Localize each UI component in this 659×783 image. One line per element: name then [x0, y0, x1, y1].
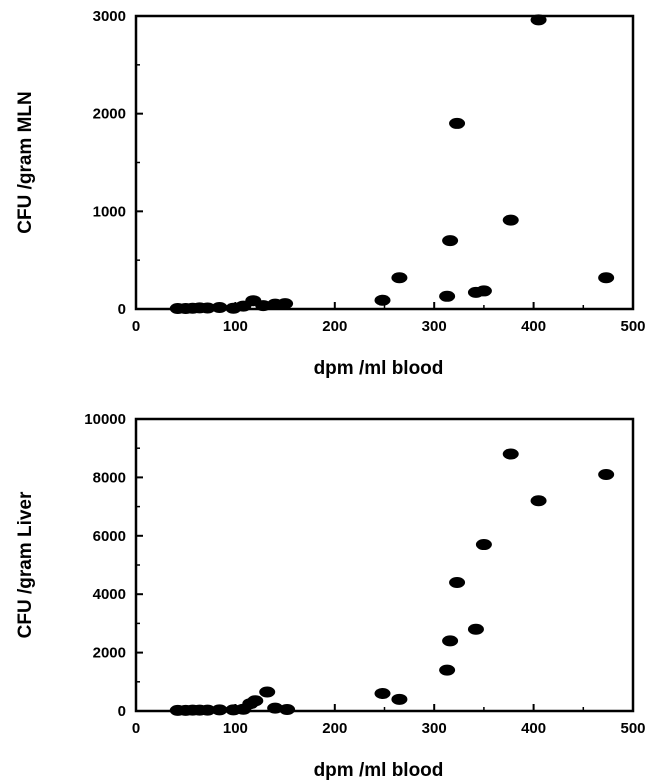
x-tick-label: 500	[620, 318, 645, 335]
x-tick-label: 100	[223, 318, 248, 335]
y-tick-label: 0	[118, 703, 126, 720]
data-point	[199, 704, 216, 716]
x-tick-label: 200	[322, 720, 347, 737]
mln-scatter-chart: 0 100 200 300 400 500 0 1000 2000 3000 dpm /ml blo…	[15, 8, 646, 379]
x-tick-label: 400	[521, 318, 546, 335]
data-point	[530, 14, 547, 26]
data-point	[374, 294, 391, 306]
y-axis-label: CFU /gram MLN	[15, 91, 36, 234]
data-point	[475, 285, 492, 297]
y-axis-label: CFU /gram Liver	[15, 491, 36, 638]
data-point	[199, 302, 216, 314]
liver-scatter-chart: 0 100 200 300 400 500 0 2000 4000 6000 8000 10000 dp…	[15, 411, 646, 781]
data-point	[247, 695, 264, 707]
y-tick-label: 0	[118, 301, 126, 318]
y-tick-label: 6000	[93, 528, 126, 545]
data-point	[259, 686, 276, 698]
data-point	[442, 635, 459, 647]
data-point	[598, 468, 615, 480]
plot-frame	[134, 417, 635, 713]
x-axis-label: dpm /ml blood	[314, 760, 444, 781]
data-point	[442, 235, 459, 247]
data-point	[211, 704, 228, 716]
data-point	[211, 302, 228, 314]
y-tick-label: 2000	[93, 645, 126, 662]
data-point	[255, 300, 272, 312]
y-tick-label: 2000	[93, 106, 126, 123]
data-point	[439, 290, 456, 302]
data-point	[391, 272, 408, 284]
x-tick-label: 0	[132, 720, 140, 737]
x-tick-label: 300	[422, 318, 447, 335]
data-point	[467, 623, 484, 635]
data-point	[391, 693, 408, 705]
data-point	[449, 577, 466, 589]
y-tick-label: 1000	[93, 203, 126, 220]
data-point	[279, 704, 296, 716]
x-tick-label: 0	[132, 318, 140, 335]
y-tick-label: 3000	[93, 8, 126, 25]
y-tick-label: 8000	[93, 469, 126, 486]
x-axis-label: dpm /ml blood	[314, 358, 444, 379]
data-point	[502, 214, 519, 226]
y-tick-label: 10000	[84, 411, 126, 428]
x-tick-label: 200	[322, 318, 347, 335]
x-tick-label: 500	[620, 720, 645, 737]
x-tick-label: 100	[223, 720, 248, 737]
data-point	[374, 687, 391, 699]
data-point	[598, 272, 615, 284]
data-point	[449, 117, 466, 129]
y-tick-label: 4000	[93, 586, 126, 603]
x-tick-label: 400	[521, 720, 546, 737]
data-point	[277, 298, 294, 310]
data-point	[475, 539, 492, 551]
plot-frame	[134, 14, 635, 311]
data-point	[530, 495, 547, 507]
data-point	[502, 448, 519, 460]
x-tick-label: 300	[422, 720, 447, 737]
data-point	[439, 664, 456, 676]
data-point	[267, 702, 284, 714]
